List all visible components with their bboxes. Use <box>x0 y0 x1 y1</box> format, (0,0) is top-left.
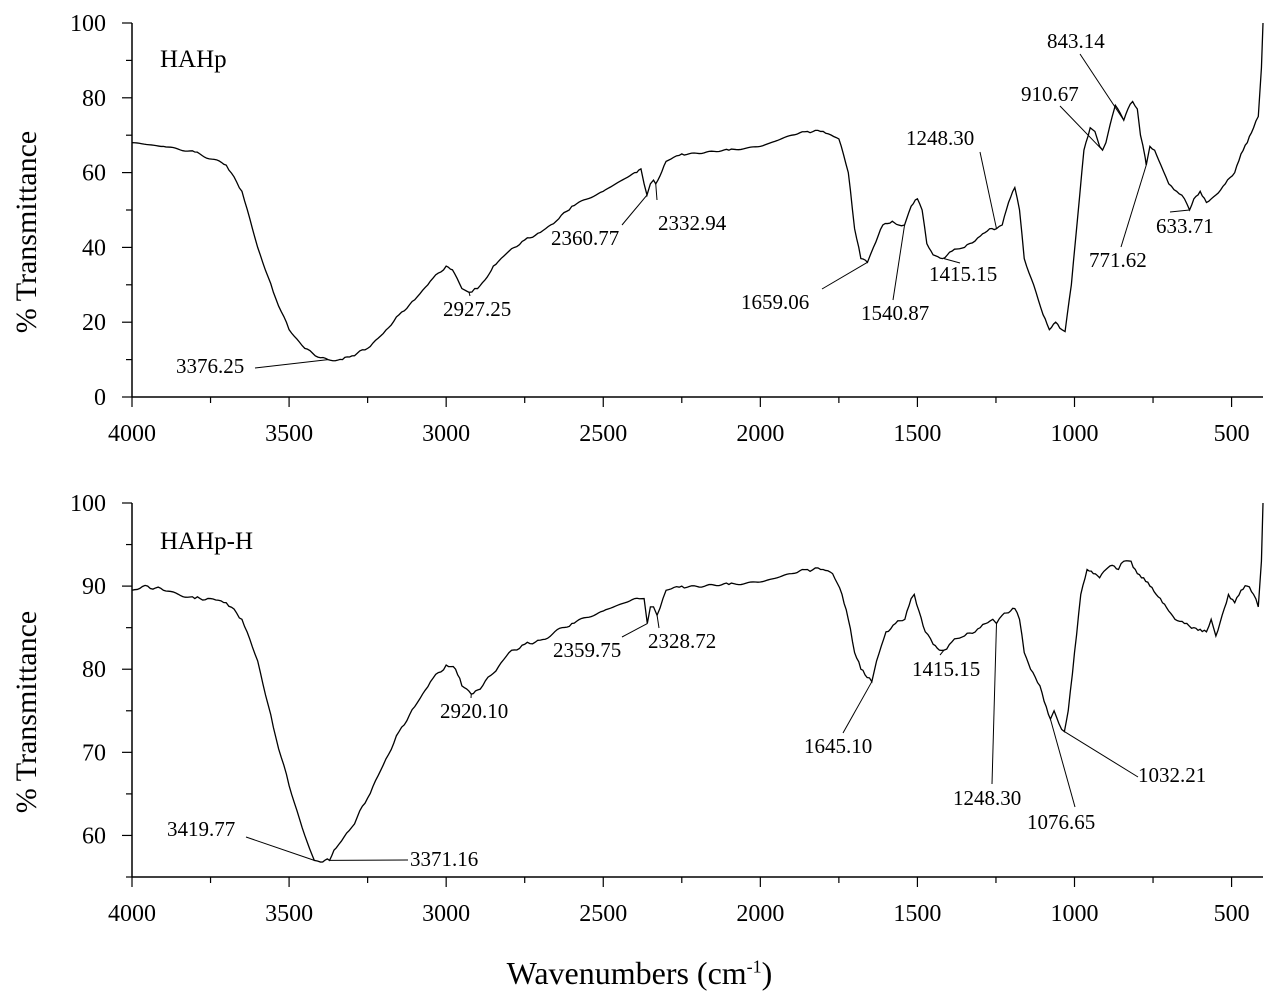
annotation-leader <box>1049 718 1076 808</box>
peak-annotation: 633.71 <box>1156 214 1214 238</box>
x-tick-label: 2500 <box>579 421 627 447</box>
peak-annotation: 2332.94 <box>658 211 727 235</box>
y-tick-label: 80 <box>82 86 106 112</box>
peak-annotation: 1659.06 <box>741 290 809 314</box>
y-axis-title: % Transmittance <box>10 611 43 814</box>
peak-annotation: 3371.16 <box>410 847 478 871</box>
annotation-leader <box>245 836 315 861</box>
spectrum-line <box>131 22 1264 362</box>
annotation-leader <box>821 261 868 290</box>
peak-annotation: 1032.21 <box>1138 763 1206 787</box>
peak-annotation: 1076.65 <box>1027 810 1095 834</box>
annotation-leader <box>1064 731 1139 778</box>
y-axis-title: % Transmittance <box>10 131 43 334</box>
x-tick-label: 1500 <box>893 421 941 447</box>
x-tick-label: 4000 <box>108 901 156 927</box>
peak-annotation: 771.62 <box>1089 248 1147 272</box>
peak-annotation: 2360.77 <box>551 226 619 250</box>
peak-annotation: 2927.25 <box>443 297 511 321</box>
annotation-leader <box>939 649 945 656</box>
spectrum-line <box>131 502 1264 863</box>
peak-annotation: 2359.75 <box>553 638 621 662</box>
y-tick-label: 20 <box>82 310 106 336</box>
annotation-leader <box>621 623 648 638</box>
peak-annotation: 843.14 <box>1047 29 1105 53</box>
panel-hahp: 4000 3500 3000 2500 2000 1500 1000 500 0 20 40 60 80… <box>10 11 1264 447</box>
x-tick-label: 1000 <box>1051 421 1099 447</box>
peak-annotation: 3419.77 <box>167 817 235 841</box>
annotation-leader <box>621 194 648 226</box>
x-tick-label: 3500 <box>265 421 313 447</box>
annotation-leader <box>943 258 961 264</box>
x-axis-title-close: ) <box>761 955 773 991</box>
y-tick-label: 100 <box>70 491 106 517</box>
y-tick-label: 40 <box>82 235 106 261</box>
x-axis-title-superscript: -1 <box>746 956 762 977</box>
annotation-leader <box>656 615 660 629</box>
x-tick-label: 500 <box>1214 421 1250 447</box>
peak-annotation: 2920.10 <box>440 699 508 723</box>
panel-label: HAHp-H <box>160 528 253 555</box>
peak-annotation: 910.67 <box>1021 82 1079 106</box>
x-axis-title: Wavenumbers (cm-1) <box>0 955 1279 992</box>
annotation-leader <box>892 224 906 301</box>
panel-label: HAHp <box>160 46 227 73</box>
annotation-leader <box>655 183 658 201</box>
peak-annotation: 3376.25 <box>176 354 244 378</box>
y-tick-label: 70 <box>82 740 106 766</box>
x-tick-label: 1000 <box>1051 901 1099 927</box>
y-tick-label: 60 <box>82 823 106 849</box>
annotation-leader <box>254 359 329 369</box>
annotation-leader <box>1079 53 1125 121</box>
x-tick-label: 2000 <box>736 901 784 927</box>
annotation-leader <box>1169 209 1190 213</box>
x-tick-label: 3500 <box>265 901 313 927</box>
annotation-leader <box>468 292 471 297</box>
x-tick-label: 2500 <box>579 901 627 927</box>
annotation-leader <box>991 623 997 785</box>
y-tick-label: 0 <box>94 385 106 411</box>
annotation-leader <box>842 681 873 734</box>
y-tick-label: 80 <box>82 657 106 683</box>
peak-annotation: 1248.30 <box>906 126 974 150</box>
annotation-leader <box>979 151 997 229</box>
peak-annotation: 1415.15 <box>912 657 980 681</box>
x-tick-label: 500 <box>1214 901 1250 927</box>
peak-annotation: 1540.87 <box>861 301 929 325</box>
annotation-leader <box>1120 164 1147 248</box>
annotation-leader <box>1059 105 1103 151</box>
peak-annotation: 1645.10 <box>804 734 872 758</box>
peak-annotation: 2328.72 <box>648 629 716 653</box>
x-tick-label: 3000 <box>422 421 470 447</box>
x-tick-label: 2000 <box>736 421 784 447</box>
y-tick-label: 90 <box>82 574 106 600</box>
peak-annotation: 1415.15 <box>929 262 997 286</box>
y-tick-label: 100 <box>70 11 106 37</box>
x-axis-title-main: Wavenumbers (cm <box>506 955 747 991</box>
y-tick-label: 60 <box>82 161 106 187</box>
x-tick-label: 3000 <box>422 901 470 927</box>
peak-annotation: 1248.30 <box>953 786 1021 810</box>
x-tick-label: 1500 <box>893 901 941 927</box>
x-tick-label: 4000 <box>108 421 156 447</box>
panel-hahp-h: 4000 3500 3000 2500 2000 1500 1000 500 60 70 80 90 1… <box>10 491 1264 927</box>
